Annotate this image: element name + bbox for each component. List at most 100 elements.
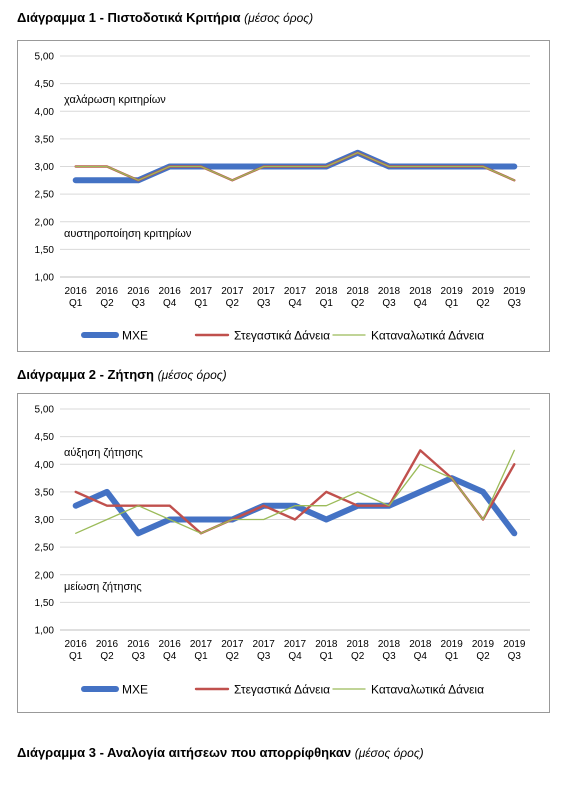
chart2-svg: 1,00 1,50 2,00 2,50 3,00 3,50 4,00 4,50 5,00 2016… [35, 405, 530, 697]
chart1-x-tick-year: 2018 [409, 286, 432, 297]
chart1-x-tick-quarter: Q4 [414, 298, 428, 309]
chart2-x-tick-quarter: Q1 [445, 651, 459, 662]
chart1-y-tick-label: 3,50 [35, 134, 55, 145]
chart2-x-tick-year: 2018 [378, 639, 401, 650]
chart2-x-tick-quarter: Q3 [257, 651, 271, 662]
chart1-x-tick-year: 2017 [253, 286, 276, 297]
chart2-x-tick-quarter: Q1 [320, 651, 334, 662]
chart2-x-tick-year: 2017 [190, 639, 213, 650]
chart1-y-tick-label: 4,50 [35, 79, 55, 90]
chart2-x-tick-quarter: Q2 [351, 651, 365, 662]
chart1-x-tick-year: 2019 [503, 286, 526, 297]
chart1-x-tick-year: 2018 [347, 286, 370, 297]
chart2-series-line-2 [74, 449, 516, 535]
chart2-x-tick-quarter: Q3 [382, 651, 396, 662]
chart1-x-tick-quarter: Q2 [100, 298, 114, 309]
chart2-legend-label: Στεγαστικά Δάνεια [234, 683, 330, 697]
chart1-y-tick-label: 2,50 [35, 190, 55, 201]
chart2-x-tick-year: 2017 [284, 639, 307, 650]
chart1-x-tick-year: 2018 [315, 286, 338, 297]
chart1-x-tick-year: 2017 [284, 286, 307, 297]
chart3-title: Διάγραμμα 3 - Αναλογία αιτήσεων που απορ… [17, 745, 352, 760]
chart2-x-tick-year: 2017 [253, 639, 276, 650]
chart2-x-tick-year: 2016 [65, 639, 88, 650]
chart1-legend-label: ΜΧΕ [122, 329, 148, 343]
chart1-frame: 1,00 1,50 2,00 2,50 3,00 3,50 4,00 4,50 5,00 2016… [17, 40, 550, 352]
chart1-y-tick-label: 4,00 [35, 107, 55, 118]
chart1-x-tick-year: 2017 [190, 286, 213, 297]
chart2-y-tick-label: 4,00 [35, 460, 55, 471]
chart2-y-tick-label: 1,00 [35, 626, 55, 637]
chart1-y-tick-label: 5,00 [35, 52, 55, 63]
chart2-x-tick-year: 2018 [409, 639, 432, 650]
chart1-x-tick-quarter: Q3 [382, 298, 396, 309]
chart2-x-tick-year: 2019 [503, 639, 526, 650]
chart1-x-tick-quarter: Q1 [69, 298, 83, 309]
chart2-subtitle: (μέσος όρος) [157, 368, 227, 382]
chart1-heading: Διάγραμμα 1 - Πιστοδοτικά Κριτήρια (μέσο… [17, 10, 313, 25]
chart2-x-tick-year: 2018 [315, 639, 338, 650]
chart1-x-tick-year: 2016 [96, 286, 119, 297]
chart1-x-tick-year: 2016 [127, 286, 150, 297]
chart1-annotation-upper: χαλάρωση κριτηρίων [64, 94, 166, 106]
chart2-x-tick-year: 2019 [472, 639, 495, 650]
chart2-y-tick-label: 4,50 [35, 432, 55, 443]
chart1-x-tick-year: 2018 [378, 286, 401, 297]
chart1-subtitle: (μέσος όρος) [244, 11, 314, 25]
chart2-x-tick-year: 2016 [127, 639, 150, 650]
chart2-heading: Διάγραμμα 2 - Ζήτηση (μέσος όρος) [17, 367, 227, 382]
chart1-x-tick-quarter: Q4 [163, 298, 177, 309]
chart2-y-tick-label: 3,00 [35, 515, 55, 526]
chart1-x-tick-year: 2019 [441, 286, 464, 297]
chart2-x-tick-year: 2018 [347, 639, 370, 650]
chart1-x-tick-quarter: Q1 [320, 298, 334, 309]
chart2-y-tick-label: 2,00 [35, 570, 55, 581]
chart2-series-line-3 [75, 449, 515, 534]
chart2-x-tick-quarter: Q1 [194, 651, 208, 662]
chart1-x-tick-year: 2017 [221, 286, 244, 297]
chart2-x-tick-quarter: Q3 [508, 651, 522, 662]
chart1-x-tick-quarter: Q1 [194, 298, 208, 309]
chart2-x-tick-quarter: Q2 [100, 651, 114, 662]
chart2-x-tick-quarter: Q1 [69, 651, 83, 662]
chart2-x-tick-year: 2019 [441, 639, 464, 650]
chart2-frame: 1,00 1,50 2,00 2,50 3,00 3,50 4,00 4,50 5,00 2016… [17, 393, 550, 713]
chart2-y-tick-label: 1,50 [35, 598, 55, 609]
chart2-legend-label: ΜΧΕ [122, 683, 148, 697]
chart1-x-tick-quarter: Q3 [257, 298, 271, 309]
chart1-annotation-lower: αυστηροποίηση κριτηρίων [64, 228, 192, 240]
chart2-y-tick-label: 5,00 [35, 405, 55, 416]
chart2-y-tick-label: 3,50 [35, 487, 55, 498]
chart1-x-tick-quarter: Q2 [226, 298, 240, 309]
chart1-legend-label: Στεγαστικά Δάνεια [234, 329, 330, 343]
chart2-x-tick-year: 2016 [159, 639, 182, 650]
chart1-legend-label: Καταναλωτικά Δάνεια [371, 329, 484, 343]
chart1-y-tick-label: 1,50 [35, 245, 55, 256]
chart2-x-tick-quarter: Q4 [163, 651, 177, 662]
chart2-x-tick-quarter: Q4 [414, 651, 428, 662]
chart2-x-tick-quarter: Q2 [476, 651, 490, 662]
chart1-x-tick-quarter: Q4 [288, 298, 302, 309]
chart1-title: Διάγραμμα 1 - Πιστοδοτικά Κριτήρια [17, 10, 241, 25]
chart1-x-tick-quarter: Q2 [476, 298, 490, 309]
chart1-x-tick-quarter: Q1 [445, 298, 459, 309]
chart1-x-tick-quarter: Q2 [351, 298, 365, 309]
chart1-svg: 1,00 1,50 2,00 2,50 3,00 3,50 4,00 4,50 5,00 2016… [35, 52, 530, 343]
chart2-annotation-upper: αύξηση ζήτησης [64, 447, 143, 459]
chart2-y-tick-label: 2,50 [35, 543, 55, 554]
chart2-x-tick-quarter: Q2 [226, 651, 240, 662]
chart1-x-tick-year: 2019 [472, 286, 495, 297]
chart1-x-tick-year: 2016 [65, 286, 88, 297]
chart1-x-tick-quarter: Q3 [132, 298, 146, 309]
chart1-y-tick-label: 2,00 [35, 217, 55, 228]
chart1-y-tick-label: 3,00 [35, 162, 55, 173]
chart1-x-tick-year: 2016 [159, 286, 182, 297]
chart2-annotation-lower: μείωση ζήτησης [64, 581, 142, 593]
chart2-x-tick-quarter: Q4 [288, 651, 302, 662]
chart2-x-tick-quarter: Q3 [132, 651, 146, 662]
chart3-subtitle: (μέσος όρος) [354, 746, 424, 760]
chart2-legend-label: Καταναλωτικά Δάνεια [371, 683, 484, 697]
chart1-y-tick-label: 1,00 [35, 273, 55, 284]
chart1-x-tick-quarter: Q3 [508, 298, 522, 309]
chart2-x-tick-year: 2017 [221, 639, 244, 650]
